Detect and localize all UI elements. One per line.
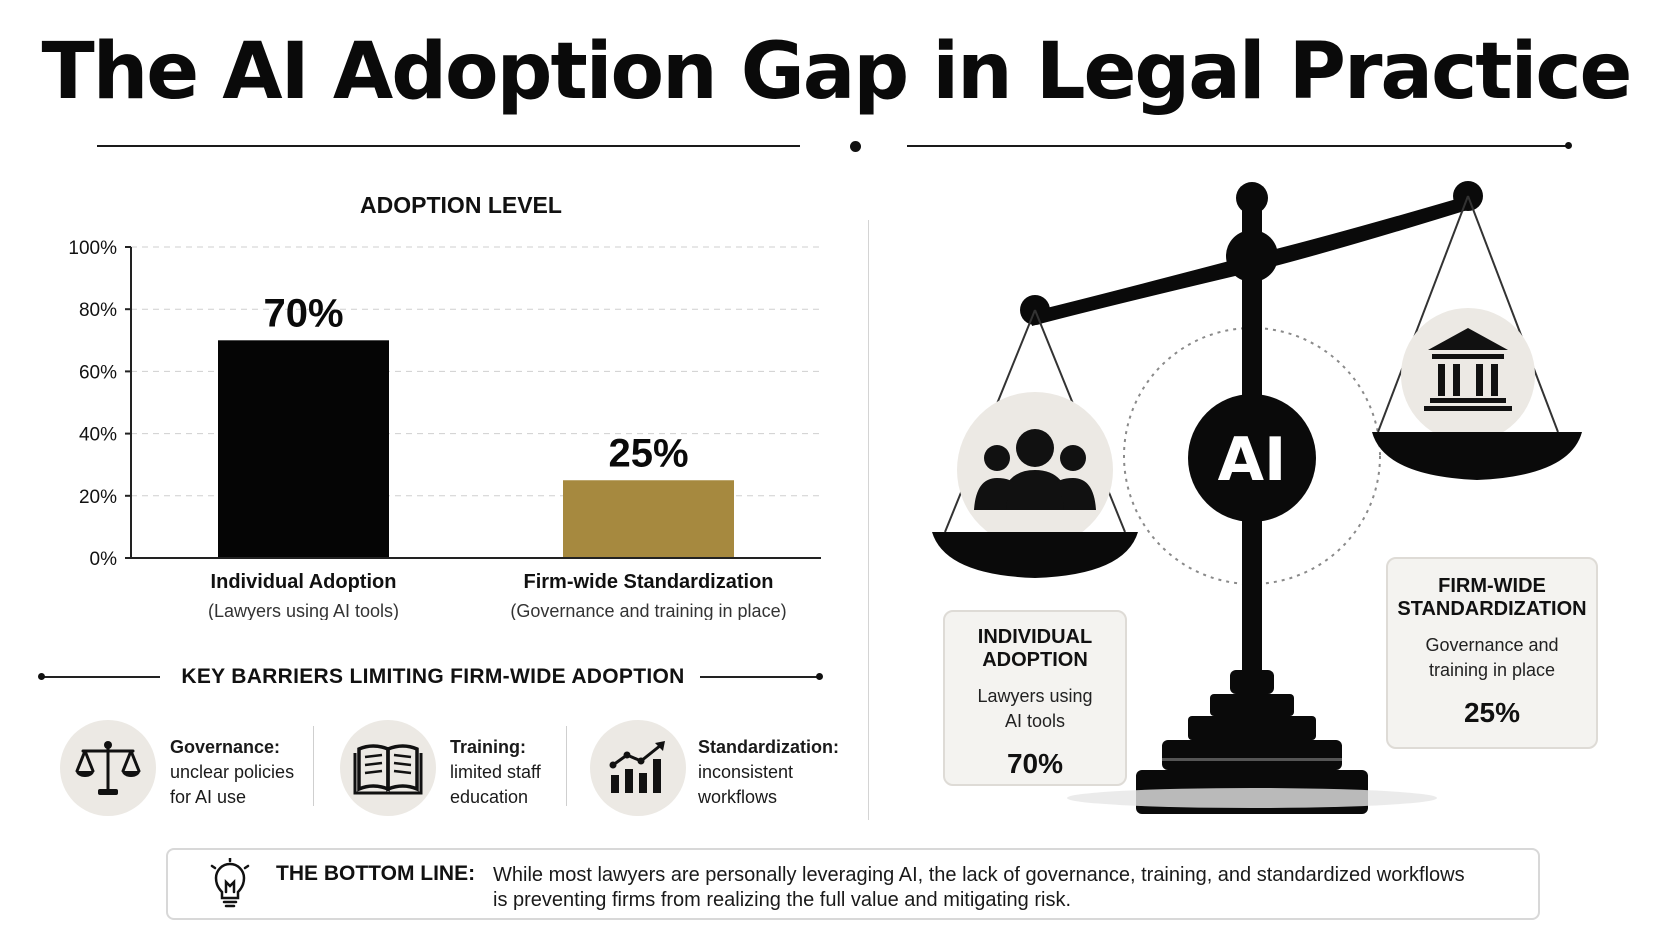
people-icon [974,429,1096,510]
courthouse-icon [1424,328,1512,411]
individual-card-value: 70% [1006,748,1064,779]
title-rule-center-dot [850,141,861,152]
y-tick-label: 20% [79,487,117,508]
chart-y-axis-ticks: 0% 20% 40% 60% 80% 100% [68,238,131,570]
barrier-training-line1: limited staff [450,762,541,782]
chart-title: ADOPTION LEVEL [360,192,562,218]
barrier-standardization-line1: inconsistent [698,762,794,782]
bottom-line-text-1: While most lawyers are personally levera… [493,864,1465,886]
barrier-divider-2 [566,726,567,806]
barrier-governance-icon-circle [60,720,156,816]
scale-base-step-2 [1188,716,1316,740]
bottom-line-text: While most lawyers are personally levera… [493,863,1513,913]
x-category-label: Firm-wide Standardization [523,571,773,593]
individual-card-sub: Lawyers using AI tools [945,684,1125,734]
barrier-standardization-heading: Standardization: [698,737,840,757]
bottom-line-box [166,848,1540,920]
individual-card-title-2: ADOPTION [982,649,1088,671]
firm-card-title-2: STANDARDIZATION [1397,598,1587,620]
left-pan [932,309,1138,578]
barrier-training-line2: education [450,787,529,807]
barriers-title: KEY BARRIERS LIMITING FIRM-WIDE ADOPTION [181,665,685,688]
scale-base-step-3 [1162,740,1342,770]
adoption-bar-chart: ADOPTION LEVEL 0% 20% 40% 60% 80% 100% 70% Ind… [68,192,821,620]
barrier-standardization-icon-circle [590,720,686,816]
page-title: The AI Adoption Gap in Legal Practice [41,27,1633,117]
firm-card-sub-1: Governance and [1425,635,1559,655]
y-tick-label: 100% [68,238,117,259]
growth-chart-icon [609,741,665,793]
y-tick-label: 80% [79,300,117,321]
center-divider [868,220,869,820]
barrier-training: Training: limited staff education [450,735,541,810]
scale-top-knob [1236,182,1268,214]
barrier-standardization: Standardization: inconsistent workflows [698,735,839,810]
lightbulb-icon [210,858,250,908]
bar-value-label: 70% [263,291,343,335]
x-category-subtitle: (Governance and training in place) [510,601,786,620]
firm-card-sub: Governance and training in place [1388,633,1596,683]
individual-adoption-card: INDIVIDUAL ADOPTION Lawyers using AI too… [943,610,1127,786]
bar-firm-wide-standardization [563,480,734,558]
firm-wide-card: FIRM-WIDE STANDARDIZATION Governance and… [1386,557,1598,749]
chart-bars: 70% Individual Adoption (Lawyers using AI … [208,291,787,620]
barriers-rule-right-dot [816,673,823,680]
barrier-governance-line1: unclear policies [170,762,295,782]
individual-card-sub-2: AI tools [1004,711,1066,731]
x-category-subtitle: (Lawyers using AI tools) [208,601,399,620]
barrier-standardization-line2: workflows [698,787,778,807]
bottom-line-label: THE BOTTOM LINE: [276,862,476,885]
barrier-governance-heading: Governance: [170,737,281,757]
barrier-divider-1 [313,726,314,806]
title-rule-left [97,145,800,147]
bar-value-label: 25% [608,431,688,475]
book-icon [353,744,423,795]
individual-card-title-1: INDIVIDUAL [977,626,1093,648]
barrier-governance: Governance: unclear policies for AI use [170,735,294,810]
ai-medallion [1188,394,1316,522]
scale-base-highlight [1162,758,1342,761]
scale-base-step-1 [1210,694,1294,716]
ai-label: AI [1218,425,1287,495]
firm-card-title-1: FIRM-WIDE [1438,575,1546,597]
right-pan [1372,195,1582,480]
x-category-label: Individual Adoption [211,571,397,593]
bar-individual-adoption [218,340,389,558]
barriers-rule-left [40,676,160,678]
balance-scale-illustration: AI [932,181,1582,814]
individual-card-sub-1: Lawyers using [977,686,1093,706]
firm-card-sub-2: training in place [1428,660,1556,680]
firm-card-value: 25% [1463,697,1521,728]
barriers-rule-right [700,676,820,678]
title-rule-right [907,145,1569,147]
bottom-line-text-2: is preventing firms from realizing the f… [493,889,1072,911]
barrier-governance-line2: for AI use [170,787,247,807]
barrier-training-icon-circle [340,720,436,816]
barriers-rule-left-dot [38,673,45,680]
y-tick-label: 0% [90,549,118,570]
barrier-training-heading: Training: [450,737,526,757]
y-tick-label: 60% [79,362,117,383]
title-rule-end-dot [1565,142,1572,149]
scale-base-neck [1230,670,1274,694]
y-tick-label: 40% [79,425,117,446]
scales-icon [75,741,141,795]
scale-shadow [1067,788,1437,808]
